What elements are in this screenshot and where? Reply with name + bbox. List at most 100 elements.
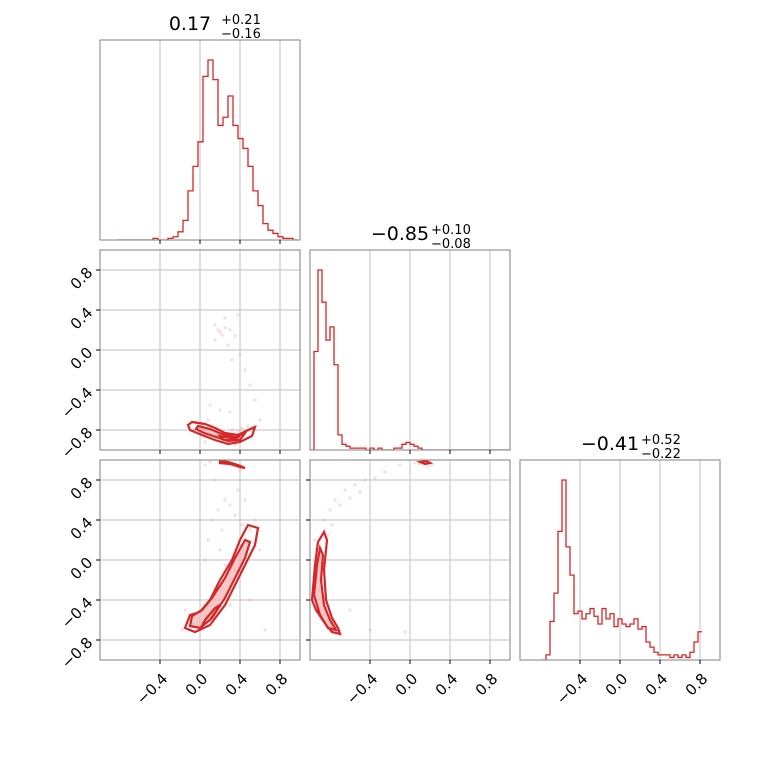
xtick-label: −0.4 <box>553 670 591 708</box>
scatter-point <box>228 503 232 507</box>
scatter-point <box>230 358 234 362</box>
param-title-0: 0.17 <box>169 13 211 35</box>
histogram-step <box>542 479 702 660</box>
xtick-label: 0.0 <box>392 670 422 700</box>
xtick-label: 0.4 <box>432 670 462 700</box>
xtick-label: −0.4 <box>343 670 381 708</box>
scatter-point <box>353 483 357 487</box>
scatter-point <box>218 408 222 412</box>
xtick-label: 0.4 <box>642 670 672 700</box>
scatter-point <box>238 353 242 357</box>
scatter-point <box>348 608 352 612</box>
scatter-point <box>430 463 434 467</box>
scatter-point <box>263 628 267 632</box>
param-title-1: −0.85 <box>371 223 429 245</box>
scatter-point <box>333 498 337 502</box>
ytick-label: 0.0 <box>67 554 97 584</box>
scatter-point <box>206 418 210 422</box>
panel-content <box>310 460 434 636</box>
scatter-point <box>403 630 407 634</box>
scatter-point <box>240 523 244 527</box>
scatter-point <box>248 598 252 602</box>
xtick-label: 0.4 <box>222 670 252 700</box>
scatter-point <box>183 608 187 612</box>
panel-content <box>542 479 702 660</box>
scatter-point <box>236 430 240 434</box>
param-title-minus-0: −0.16 <box>221 27 261 42</box>
xtick-label: 0.0 <box>602 670 632 700</box>
panel-2-1: −0.4 0.0 0.4 0.8 <box>306 459 511 708</box>
scatter-point <box>383 470 387 474</box>
param-title-2: −0.41 <box>581 433 639 455</box>
param-title-plus-2: +0.52 <box>641 433 681 448</box>
contour-level-3 <box>415 460 434 466</box>
panel-content <box>310 269 510 450</box>
scatter-point <box>230 428 234 432</box>
scatter-point <box>313 538 317 542</box>
panel-1-1: −0.85 +0.10−0.08 <box>309 223 511 454</box>
scatter-point <box>208 403 212 407</box>
scatter-point <box>253 518 257 522</box>
panel-content <box>118 59 298 240</box>
scatter-point <box>322 518 326 522</box>
xtick-label: 0.8 <box>262 670 292 700</box>
scatter-point <box>223 498 227 502</box>
contour-level-3 <box>216 434 241 442</box>
ytick-label: 0.8 <box>67 474 97 504</box>
scatter-point <box>228 603 232 607</box>
scatter-point <box>243 368 247 372</box>
scatter-point <box>180 628 184 632</box>
contour-level-1 <box>186 420 257 446</box>
param-title-minus-1: −0.08 <box>431 237 471 252</box>
scatter-point <box>413 461 417 465</box>
scatter-point <box>218 330 222 334</box>
scatter-point <box>223 563 227 567</box>
ytick-label: −0.8 <box>58 634 96 672</box>
scatter-point <box>210 518 214 522</box>
scatter-point <box>368 628 372 632</box>
scatter-point <box>330 523 334 527</box>
contour-level-2 <box>188 538 252 630</box>
panel-1-0: −0.8−0.4 0.0 0.4 0.8 <box>58 249 301 462</box>
scatter-point <box>258 418 262 422</box>
panel-content <box>186 313 262 447</box>
ytick-label: −0.4 <box>58 594 96 632</box>
scatter-point <box>328 508 332 512</box>
contour-level-4 <box>218 460 246 470</box>
ytick-label: 0.0 <box>67 344 97 374</box>
scatter-point <box>233 334 237 338</box>
scatter-point <box>203 558 207 562</box>
scatter-point <box>233 443 237 447</box>
ytick-label: −0.8 <box>58 424 96 462</box>
scatter-point <box>203 440 207 444</box>
xtick-label: 0.0 <box>182 670 212 700</box>
param-title-minus-2: −0.22 <box>641 447 681 462</box>
scatter-point <box>248 383 252 387</box>
scatter-point <box>246 424 250 428</box>
scatter-point <box>203 463 207 467</box>
ytick-label: 0.4 <box>67 514 97 544</box>
histogram-step <box>310 269 510 450</box>
xtick-label: 0.8 <box>682 670 712 700</box>
panel-0-0: 0.17 +0.21−0.16 <box>99 13 301 244</box>
scatter-point <box>348 496 352 500</box>
ytick-label: 0.8 <box>67 264 97 294</box>
scatter-point <box>213 323 217 327</box>
scatter-point <box>373 476 377 480</box>
scatter-point <box>220 528 224 532</box>
scatter-point <box>426 465 430 469</box>
param-title-plus-0: +0.21 <box>221 13 261 28</box>
scatter-point <box>326 533 330 537</box>
contour-level-3 <box>201 604 221 627</box>
scatter-point <box>218 548 222 552</box>
scatter-point <box>228 410 232 414</box>
scatter-point <box>338 503 342 507</box>
scatter-point <box>253 398 257 402</box>
scatter-point <box>213 338 217 342</box>
scatter-point <box>220 333 224 337</box>
panel-content <box>180 460 267 634</box>
scatter-point <box>240 426 244 430</box>
scatter-point <box>223 326 227 330</box>
scatter-point <box>398 463 402 467</box>
